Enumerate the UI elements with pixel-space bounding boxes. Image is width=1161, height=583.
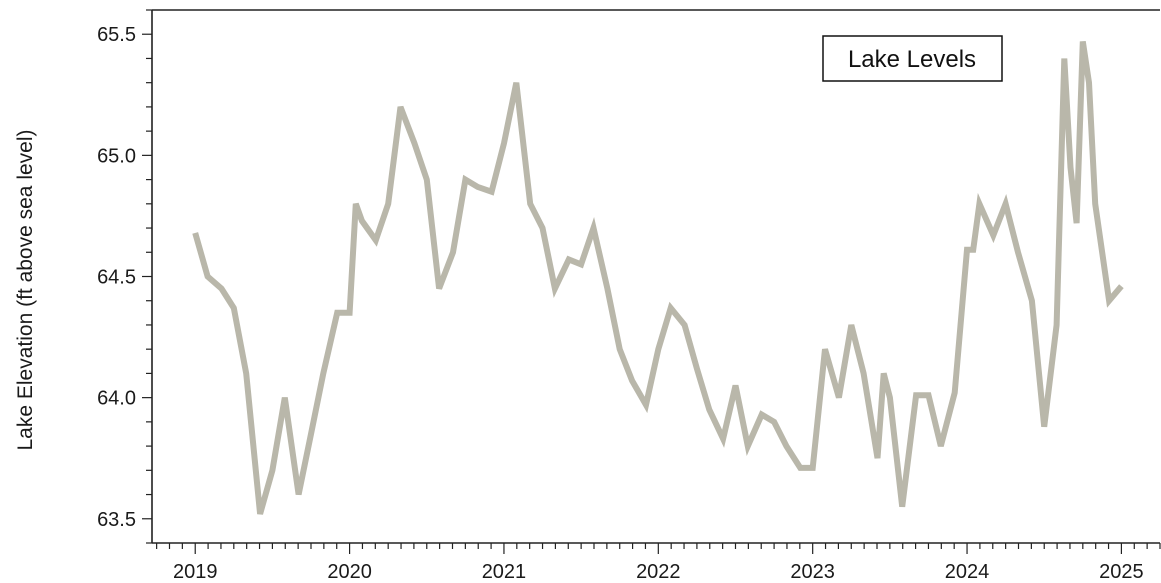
x-tick-label: 2024 <box>945 561 990 583</box>
series-line-lake-levels <box>192 41 1124 515</box>
series-layer <box>192 41 1124 515</box>
legend-label: Lake Levels <box>848 46 976 73</box>
y-axis-title: Lake Elevation (ft above sea level) <box>14 129 37 450</box>
x-tick-label: 2020 <box>327 561 372 583</box>
y-tick-label: 65.0 <box>97 145 136 167</box>
x-axis: 2019 2020 2021 2022 2023 2024 2025 <box>156 543 1161 583</box>
x-tick-label: 2019 <box>173 561 218 583</box>
x-tick-label: 2021 <box>482 561 527 583</box>
x-tick-label: 2025 <box>1099 561 1144 583</box>
y-tick-label: 63.5 <box>97 509 136 531</box>
y-tick-label: 64.0 <box>97 388 136 410</box>
y-axis: 63.5 64.0 64.5 65.0 65.5 <box>97 9 152 544</box>
legend-box <box>822 35 1003 82</box>
legend: Lake Levels <box>822 35 1003 82</box>
x-tick-label: 2023 <box>790 561 835 583</box>
y-tick-label: 65.5 <box>97 24 136 46</box>
x-tick-label: 2022 <box>636 561 681 583</box>
y-tick-label: 64.5 <box>97 267 136 289</box>
